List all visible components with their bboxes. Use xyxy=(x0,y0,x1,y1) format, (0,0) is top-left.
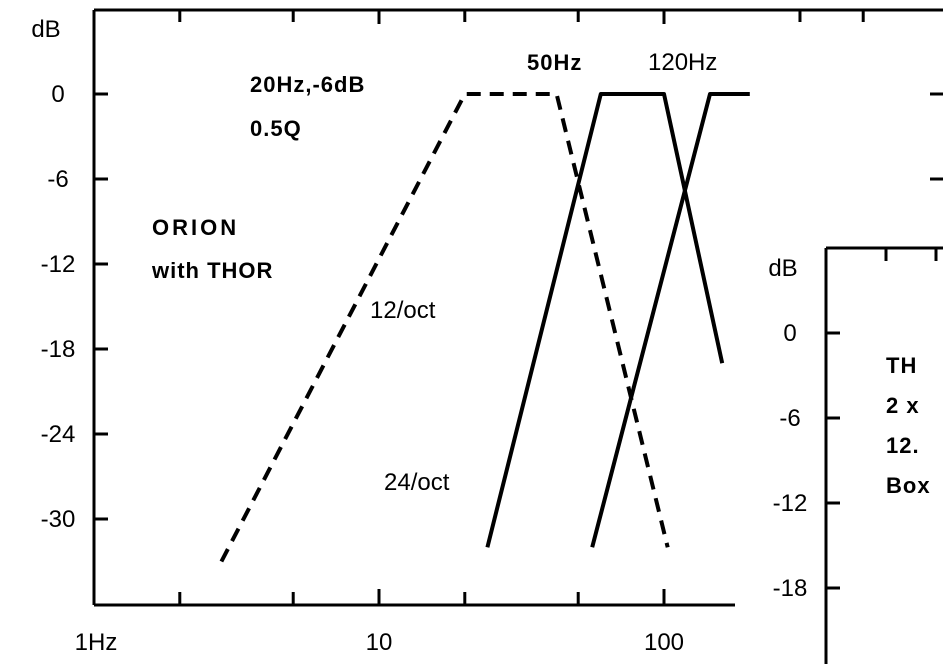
inset-background xyxy=(735,248,943,664)
x-tick-label: 100 xyxy=(644,629,684,656)
inset-text-3: 12. xyxy=(886,433,920,458)
inset-text-4: Box xyxy=(886,473,931,498)
series-line-2 xyxy=(485,92,725,548)
y-tick-label: -30 xyxy=(41,506,76,533)
inset-y-tick-label: 0 xyxy=(783,320,796,347)
main-chart: 0 -6 -12 -18 -24 -30 1Hz 10 100 dB 20Hz,-6dB 0.… xyxy=(31,8,943,656)
inset-chart: 0 -6 -12 -18 dB TH 2 x 12. Box xyxy=(735,246,943,664)
series-line-3 xyxy=(590,92,750,548)
inset-y-tick-label: -12 xyxy=(773,490,808,517)
slope-24-label: 24/oct xyxy=(384,469,450,496)
crossover-label-2: 120Hz xyxy=(648,49,717,76)
x-tick-label: 10 xyxy=(366,629,393,656)
inset-y-axis-unit-label: dB xyxy=(768,255,797,282)
inset-text-1: TH xyxy=(886,353,917,378)
y-tick-label: 0 xyxy=(51,81,64,108)
series-line-1 xyxy=(219,92,670,563)
subsonic-label-2: 0.5Q xyxy=(250,116,302,141)
y-tick-label: -24 xyxy=(41,421,76,448)
system-label-1: ORION xyxy=(152,215,239,240)
y-tick-label: -18 xyxy=(41,336,76,363)
y-tick-label: -12 xyxy=(41,251,76,278)
slope-12-label: 12/oct xyxy=(370,297,436,324)
y-tick-label: -6 xyxy=(47,166,68,193)
y-axis-unit-label: dB xyxy=(31,16,60,43)
inset-y-tick-label: -18 xyxy=(773,575,808,602)
system-label-2: with THOR xyxy=(151,258,273,283)
subsonic-label-1: 20Hz,-6dB xyxy=(250,72,365,97)
crossover-label-1: 50Hz xyxy=(527,50,582,75)
x-tick-label: 1Hz xyxy=(75,629,118,656)
inset-text-2: 2 x xyxy=(886,393,920,418)
inset-y-tick-label: -6 xyxy=(779,405,800,432)
